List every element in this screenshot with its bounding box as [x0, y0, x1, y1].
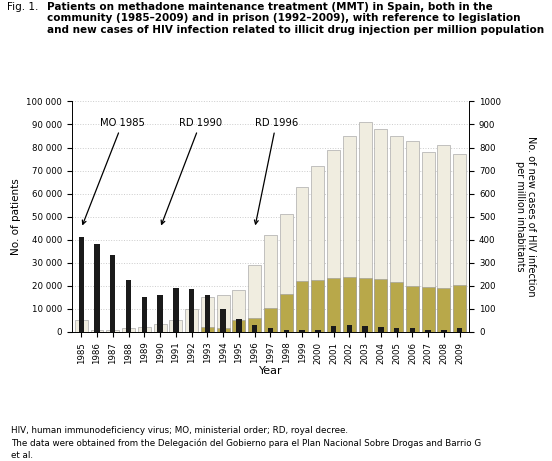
- Bar: [374, 279, 388, 332]
- Bar: [378, 327, 384, 332]
- Bar: [295, 281, 309, 332]
- Bar: [331, 326, 336, 332]
- Bar: [457, 328, 463, 332]
- Bar: [107, 330, 119, 332]
- Bar: [406, 286, 419, 332]
- Bar: [122, 328, 135, 332]
- Bar: [153, 324, 167, 332]
- Bar: [157, 295, 163, 332]
- Bar: [268, 328, 273, 332]
- Bar: [422, 287, 434, 332]
- Bar: [189, 290, 194, 332]
- Bar: [343, 136, 356, 332]
- Bar: [217, 295, 230, 332]
- Bar: [126, 280, 131, 332]
- Bar: [280, 214, 293, 332]
- Y-axis label: No. of patients: No. of patients: [10, 178, 21, 255]
- Bar: [406, 141, 419, 332]
- Bar: [236, 319, 242, 332]
- Bar: [75, 320, 88, 332]
- Text: HIV, human immunodeficiency virus; MO, ministerial order; RD, royal decree.: HIV, human immunodeficiency virus; MO, m…: [11, 426, 348, 436]
- Bar: [327, 278, 340, 332]
- Bar: [264, 235, 277, 332]
- Bar: [394, 328, 399, 332]
- Bar: [91, 330, 103, 332]
- Bar: [78, 237, 84, 332]
- Bar: [374, 129, 388, 332]
- Bar: [311, 280, 324, 332]
- Bar: [453, 154, 466, 332]
- Bar: [327, 150, 340, 332]
- Text: RD 1990: RD 1990: [161, 118, 222, 225]
- Bar: [248, 265, 261, 332]
- Bar: [173, 288, 178, 332]
- Bar: [311, 166, 324, 332]
- Bar: [343, 277, 356, 332]
- Bar: [422, 152, 434, 332]
- Bar: [205, 295, 210, 332]
- X-axis label: Year: Year: [259, 366, 282, 377]
- Bar: [201, 327, 214, 332]
- Bar: [315, 330, 321, 332]
- Bar: [441, 330, 447, 332]
- Bar: [232, 290, 246, 332]
- Text: et al.: et al.: [11, 451, 33, 461]
- Bar: [217, 328, 230, 332]
- Bar: [359, 278, 371, 332]
- Bar: [169, 320, 182, 332]
- Text: Patients on methadone maintenance treatment (MMT) in Spain, both in the
communit: Patients on methadone maintenance treatm…: [47, 2, 544, 35]
- Bar: [410, 328, 415, 332]
- Bar: [94, 244, 100, 332]
- Y-axis label: No. of new cases of HIV infection
per million inhabitants: No. of new cases of HIV infection per mi…: [515, 136, 537, 297]
- Bar: [138, 327, 151, 332]
- Bar: [347, 325, 352, 332]
- Bar: [438, 145, 450, 332]
- Text: The data were obtained from the Delegación del Gobierno para el Plan Nacional So: The data were obtained from the Delegaci…: [11, 439, 481, 449]
- Bar: [359, 122, 371, 332]
- Bar: [252, 325, 257, 332]
- Bar: [284, 330, 289, 332]
- Bar: [110, 254, 115, 332]
- Text: RD 1996: RD 1996: [254, 118, 298, 224]
- Bar: [248, 318, 261, 332]
- Bar: [185, 309, 198, 332]
- Bar: [295, 187, 309, 332]
- Bar: [264, 308, 277, 332]
- Bar: [201, 297, 214, 332]
- Bar: [363, 326, 368, 332]
- Bar: [390, 136, 403, 332]
- Bar: [220, 309, 226, 332]
- Bar: [299, 330, 305, 332]
- Bar: [232, 320, 246, 332]
- Text: Fig. 1.: Fig. 1.: [7, 2, 38, 12]
- Bar: [142, 297, 147, 332]
- Bar: [453, 284, 466, 332]
- Bar: [438, 288, 450, 332]
- Bar: [426, 330, 431, 332]
- Bar: [280, 294, 293, 332]
- Text: MO 1985: MO 1985: [82, 118, 145, 225]
- Bar: [390, 282, 403, 332]
